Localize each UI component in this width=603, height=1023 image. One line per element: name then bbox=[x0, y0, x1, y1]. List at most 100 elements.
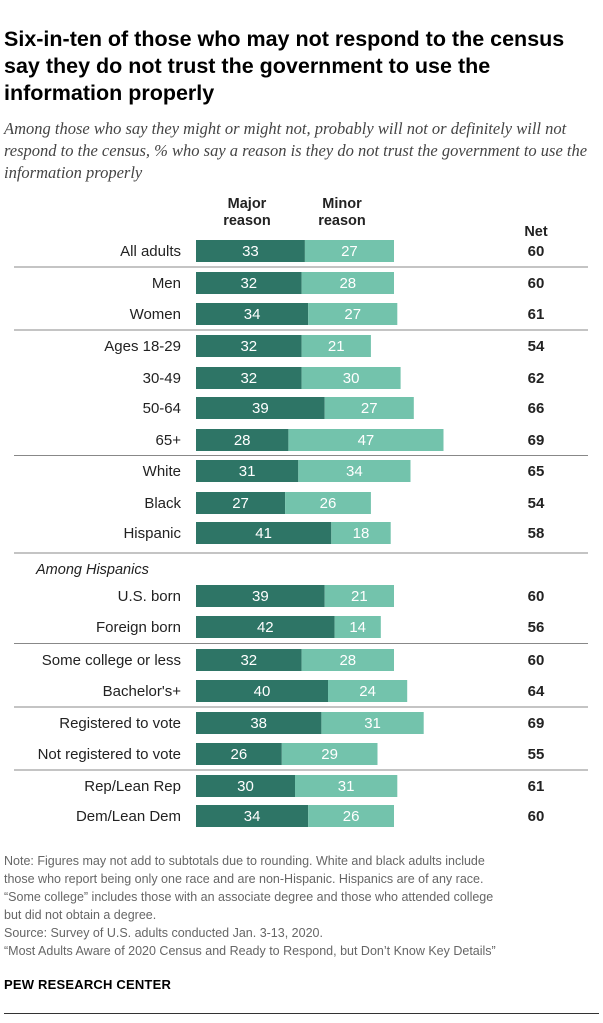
bar-major-reason bbox=[196, 492, 286, 514]
net-value: 56 bbox=[528, 619, 545, 636]
section-rules bbox=[14, 266, 588, 771]
value-label-major: 26 bbox=[231, 746, 248, 763]
net-value: 58 bbox=[528, 525, 545, 542]
net-value: 69 bbox=[528, 715, 545, 732]
category-label: White bbox=[143, 463, 181, 480]
bar-minor-reason bbox=[301, 272, 394, 294]
value-label-minor: 14 bbox=[349, 619, 366, 636]
value-label-minor: 30 bbox=[343, 370, 360, 387]
category-label: U.S. born bbox=[118, 588, 181, 605]
category-label: Black bbox=[144, 495, 181, 512]
bar-minor-reason bbox=[324, 585, 394, 607]
net-value: 55 bbox=[528, 746, 545, 763]
value-label-minor: 26 bbox=[343, 808, 360, 825]
row-registered-to-vote: Registered to vote 38 31 69 bbox=[59, 712, 544, 734]
bar-major-reason bbox=[196, 240, 305, 262]
value-label-major: 31 bbox=[239, 463, 256, 480]
value-label-major: 33 bbox=[242, 243, 259, 260]
bar-minor-reason bbox=[321, 712, 424, 734]
bar-major-reason bbox=[196, 335, 302, 357]
net-value: 69 bbox=[528, 432, 545, 449]
value-label-major: 32 bbox=[240, 275, 257, 292]
row-ages-18-29: Ages 18-29 32 21 54 bbox=[104, 335, 545, 357]
net-value: 60 bbox=[528, 652, 545, 669]
bar-minor-reason bbox=[295, 775, 398, 797]
value-label-major: 34 bbox=[244, 808, 261, 825]
bar-major-reason bbox=[196, 616, 335, 638]
note-line: Note: Figures may not add to subtotals d… bbox=[4, 854, 485, 868]
value-label-minor: 27 bbox=[341, 243, 358, 260]
row-women: Women 34 27 61 bbox=[130, 303, 545, 325]
row-men: Men 32 28 60 bbox=[152, 272, 544, 294]
value-label-major: 41 bbox=[255, 525, 272, 542]
bar-minor-reason bbox=[328, 680, 408, 702]
bar-minor-reason bbox=[301, 649, 394, 671]
net-value: 60 bbox=[528, 243, 545, 260]
row-black: Black 27 26 54 bbox=[144, 492, 545, 514]
net-value: 66 bbox=[528, 400, 545, 417]
value-label-minor: 18 bbox=[353, 525, 370, 542]
note-line: but did not obtain a degree. bbox=[4, 908, 157, 922]
category-label: Not registered to vote bbox=[38, 746, 181, 763]
value-label-minor: 31 bbox=[364, 715, 381, 732]
value-label-major: 40 bbox=[254, 683, 271, 700]
net-value: 61 bbox=[528, 778, 545, 795]
bar-minor-reason bbox=[331, 522, 391, 544]
row-u-s-born: U.S. born 39 21 60 bbox=[118, 585, 545, 607]
source-line: Source: Survey of U.S. adults conducted … bbox=[4, 926, 323, 940]
value-label-major: 30 bbox=[237, 778, 254, 795]
bar-major-reason bbox=[196, 429, 289, 451]
value-label-minor: 26 bbox=[320, 495, 337, 512]
value-label-major: 27 bbox=[232, 495, 249, 512]
value-label-minor: 47 bbox=[358, 432, 375, 449]
category-label: Dem/Lean Dem bbox=[76, 808, 181, 825]
net-value: 60 bbox=[528, 808, 545, 825]
bar-minor-reason bbox=[281, 743, 378, 765]
row-all-adults: All adults 33 27 60 bbox=[120, 240, 544, 262]
bar-major-reason bbox=[196, 805, 309, 827]
row-bachelor-s: Bachelor's+ 40 24 64 bbox=[103, 680, 545, 702]
category-label: Ages 18-29 bbox=[104, 338, 181, 355]
value-label-minor: 28 bbox=[339, 275, 356, 292]
bar-major-reason bbox=[196, 367, 302, 389]
category-label: Registered to vote bbox=[59, 715, 181, 732]
value-label-minor: 21 bbox=[328, 338, 345, 355]
net-value: 54 bbox=[528, 495, 545, 512]
category-label: Some college or less bbox=[42, 652, 181, 669]
row-white: White 31 34 65 bbox=[143, 460, 545, 482]
note-line: those who report being only one race and… bbox=[4, 872, 484, 886]
value-label-major: 34 bbox=[244, 306, 261, 323]
chart-subtitle: Among those who say they might or might … bbox=[4, 119, 588, 182]
bar-minor-reason bbox=[308, 805, 394, 827]
value-label-major: 38 bbox=[250, 715, 267, 732]
value-label-minor: 27 bbox=[361, 400, 378, 417]
note-line: “Some college” includes those with an as… bbox=[4, 890, 494, 904]
row-foreign-born: Foreign born 42 14 56 bbox=[96, 616, 544, 638]
bar-major-reason bbox=[196, 460, 299, 482]
bar-major-reason bbox=[196, 775, 295, 797]
net-value: 60 bbox=[528, 588, 545, 605]
header-minor-reason: Minor reason bbox=[318, 196, 366, 229]
bar-minor-reason bbox=[304, 240, 394, 262]
row-rep-lean-rep: Rep/Lean Rep 30 31 61 bbox=[84, 775, 544, 797]
net-value: 65 bbox=[528, 463, 545, 480]
row-some-college-or-less: Some college or less 32 28 60 bbox=[42, 649, 545, 671]
report-title-line: “Most Adults Aware of 2020 Census and Re… bbox=[4, 944, 496, 958]
value-label-major: 42 bbox=[257, 619, 274, 636]
category-label: Hispanic bbox=[123, 525, 181, 542]
bar-major-reason bbox=[196, 649, 302, 671]
bar-major-reason bbox=[196, 585, 325, 607]
value-label-minor: 29 bbox=[321, 746, 338, 763]
value-label-major: 32 bbox=[240, 370, 257, 387]
value-label-major: 39 bbox=[252, 400, 269, 417]
bar-minor-reason bbox=[334, 616, 381, 638]
value-label-major: 32 bbox=[240, 338, 257, 355]
chart-title: Six-in-ten of those who may not respond … bbox=[4, 27, 565, 105]
bar-minor-reason bbox=[308, 303, 398, 325]
row-30-49: 30-49 32 30 62 bbox=[143, 367, 544, 389]
bar-major-reason bbox=[196, 680, 328, 702]
net-value: 61 bbox=[528, 306, 545, 323]
header-major-reason: Major reason bbox=[223, 196, 271, 229]
bar-major-reason bbox=[196, 522, 332, 544]
bar-major-reason bbox=[196, 272, 302, 294]
